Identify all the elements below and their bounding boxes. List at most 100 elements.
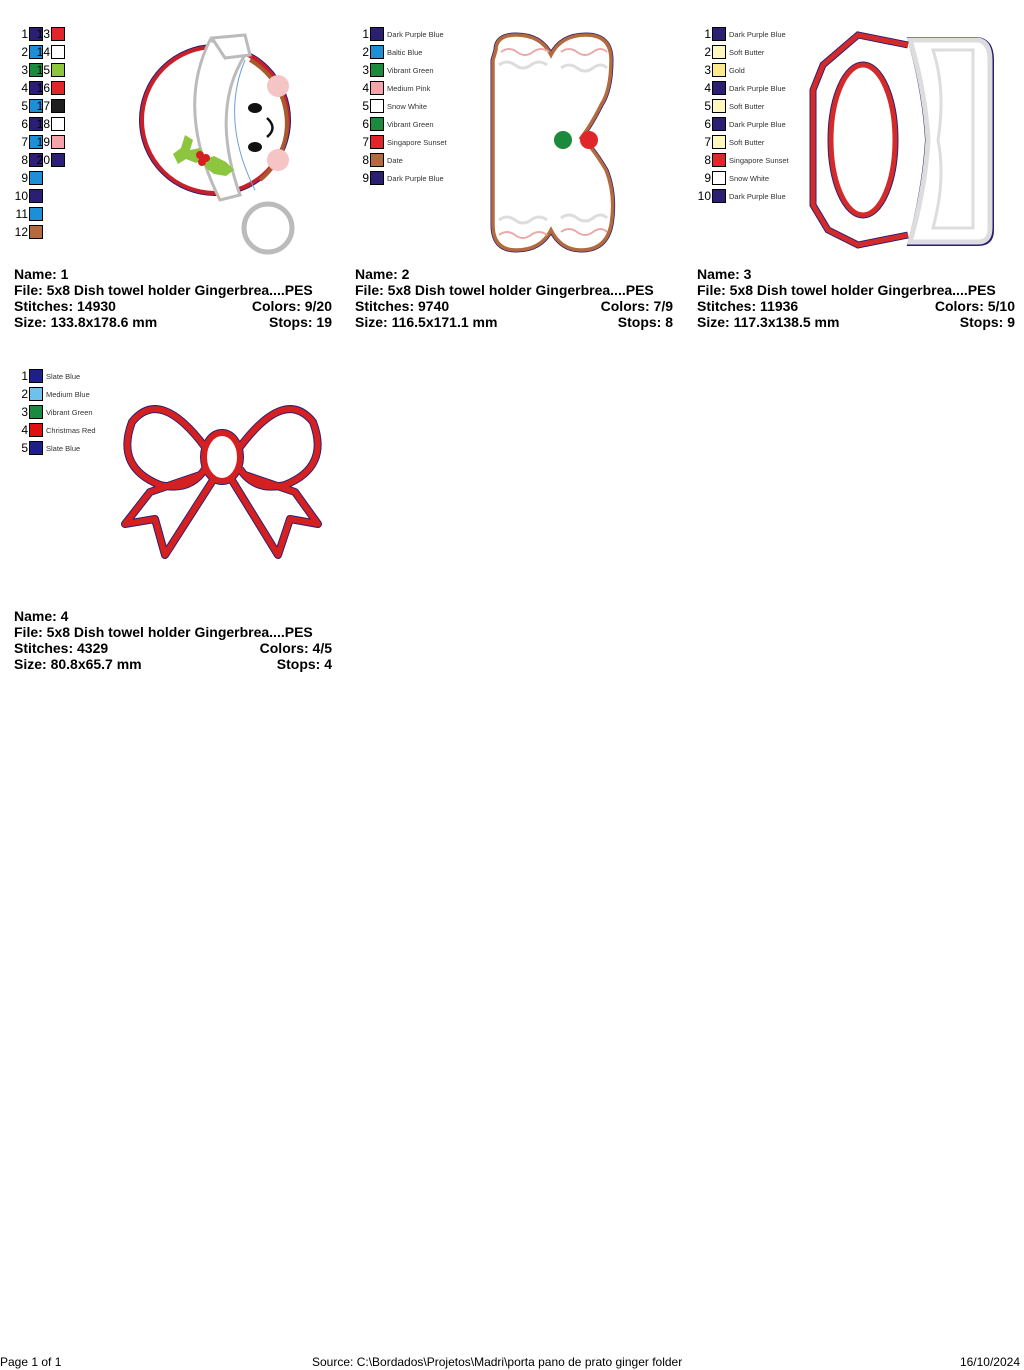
- palette-item: 3 Vibrant Green: [10, 405, 93, 419]
- thread-name: Vibrant Green: [387, 119, 434, 129]
- thread-name: Singapore Sunset: [387, 137, 447, 147]
- thread-name: Vibrant Green: [46, 407, 93, 417]
- palette-number: 3: [21, 405, 28, 419]
- palette-item: 5: [10, 99, 43, 113]
- thread-name: Soft Butter: [729, 101, 765, 111]
- palette-item: 11: [10, 207, 43, 221]
- design-size: Size: 133.8x178.6 mm: [14, 314, 158, 330]
- palette-number: 7: [21, 135, 28, 149]
- thread-name: Snow White: [387, 101, 428, 111]
- color-swatch: [712, 81, 726, 95]
- palette-item: 20: [32, 153, 65, 167]
- thread-name: Dark Purple Blue: [729, 29, 786, 39]
- palette-item: 1: [10, 27, 43, 41]
- palette-item: 6 Dark Purple Blue: [693, 117, 786, 131]
- thread-name: Medium Pink: [387, 83, 431, 93]
- palette-item: 9: [10, 171, 43, 185]
- palette-number: 4: [21, 81, 28, 95]
- color-swatch: [370, 153, 384, 167]
- thread-name: Date: [387, 155, 403, 165]
- palette-item: 6 Vibrant Green: [351, 117, 434, 131]
- palette-item: 8 Singapore Sunset: [693, 153, 789, 167]
- color-swatch: [370, 81, 384, 95]
- color-swatch: [51, 153, 65, 167]
- palette-item: 7 Singapore Sunset: [351, 135, 447, 149]
- palette-number: 10: [697, 189, 711, 203]
- design-stitches: Stitches: 4329: [14, 640, 109, 656]
- palette-number: 11: [15, 207, 28, 221]
- color-swatch: [51, 135, 65, 149]
- palette-number: 5: [362, 99, 369, 113]
- palette-item: 9 Dark Purple Blue: [351, 171, 444, 185]
- palette-item: 5 Slate Blue: [10, 441, 80, 455]
- thread-name: Dark Purple Blue: [729, 119, 786, 129]
- palette-item: 6: [10, 117, 43, 131]
- footer-page-number: Page 1 of 1: [0, 1355, 62, 1369]
- design-colors: Colors: 4/5: [259, 640, 332, 656]
- color-swatch: [29, 153, 43, 167]
- palette-number: 8: [704, 153, 711, 167]
- palette-number: 3: [704, 63, 711, 77]
- palette-number: 17: [36, 99, 50, 113]
- design-card-2: 1 Dark Purple Blue 2 Baltic Blue 3 Vibrant Gr…: [351, 20, 681, 350]
- color-swatch: [29, 81, 43, 95]
- palette-item: 2 Baltic Blue: [351, 45, 422, 59]
- palette-item: 2 Soft Butter: [693, 45, 764, 59]
- palette-item: 12: [10, 225, 43, 239]
- palette-item: 18: [32, 117, 65, 131]
- palette-number: 5: [21, 99, 28, 113]
- color-swatch: [29, 369, 43, 383]
- design-card-1: 1 2 3 4 5 6 7 8 9 10 11 12 13 14 15 16 17 18 19 20 Name: 1 …: [10, 20, 340, 350]
- design-info: Name: 4 File: 5x8 Dish towel holder Ging…: [14, 608, 332, 672]
- palette-item: 4 Dark Purple Blue: [693, 81, 786, 95]
- color-swatch: [51, 63, 65, 77]
- color-swatch: [29, 423, 43, 437]
- design-stops: Stops: 8: [617, 314, 673, 330]
- thread-name: Dark Purple Blue: [729, 191, 786, 201]
- color-swatch: [51, 99, 65, 113]
- design-file: File: 5x8 Dish towel holder Gingerbrea..…: [14, 282, 313, 298]
- palette-number: 5: [704, 99, 711, 113]
- thread-name: Gold: [729, 65, 745, 75]
- palette-number: 1: [21, 369, 28, 383]
- color-swatch: [29, 45, 43, 59]
- color-swatch: [712, 153, 726, 167]
- palette-number: 13: [36, 27, 50, 41]
- palette-item: 3: [10, 63, 43, 77]
- palette-item: 10: [10, 189, 43, 203]
- design-preview-octagon-frame: [809, 31, 994, 249]
- palette-item: 13: [32, 27, 65, 41]
- color-swatch: [29, 117, 43, 131]
- footer-date: 16/10/2024: [959, 1355, 1020, 1369]
- palette-item: 10 Dark Purple Blue: [693, 189, 786, 203]
- palette-item: 5 Soft Butter: [693, 99, 764, 113]
- thread-name: Soft Butter: [729, 47, 765, 57]
- palette-number: 9: [362, 171, 369, 185]
- color-swatch: [370, 63, 384, 77]
- color-swatch: [370, 27, 384, 41]
- palette-number: 1: [362, 27, 369, 41]
- thread-name: Dark Purple Blue: [387, 173, 444, 183]
- color-swatch: [29, 27, 43, 41]
- color-swatch: [29, 189, 43, 203]
- palette-item: 3 Vibrant Green: [351, 63, 434, 77]
- palette-item: 16: [32, 81, 65, 95]
- palette-item: 4: [10, 81, 43, 95]
- palette-number: 2: [362, 45, 369, 59]
- color-swatch: [29, 171, 43, 185]
- palette-number: 9: [704, 171, 711, 185]
- design-name: Name: 3: [697, 266, 752, 282]
- palette-number: 5: [21, 441, 28, 455]
- palette-number: 20: [36, 153, 50, 167]
- palette-number: 19: [36, 135, 50, 149]
- palette-item: 17: [32, 99, 65, 113]
- palette-number: 16: [36, 81, 50, 95]
- palette-item: 14: [32, 45, 65, 59]
- palette-number: 2: [704, 45, 711, 59]
- design-card-4: 1 Slate Blue 2 Medium Blue 3 Vibrant Green 4 Ch…: [10, 362, 340, 692]
- design-preview-gingerbread-body: [490, 32, 616, 253]
- color-swatch: [29, 441, 43, 455]
- design-stitches: Stitches: 11936: [697, 298, 799, 314]
- palette-number: 9: [21, 171, 28, 185]
- design-stitches: Stitches: 9740: [355, 298, 450, 314]
